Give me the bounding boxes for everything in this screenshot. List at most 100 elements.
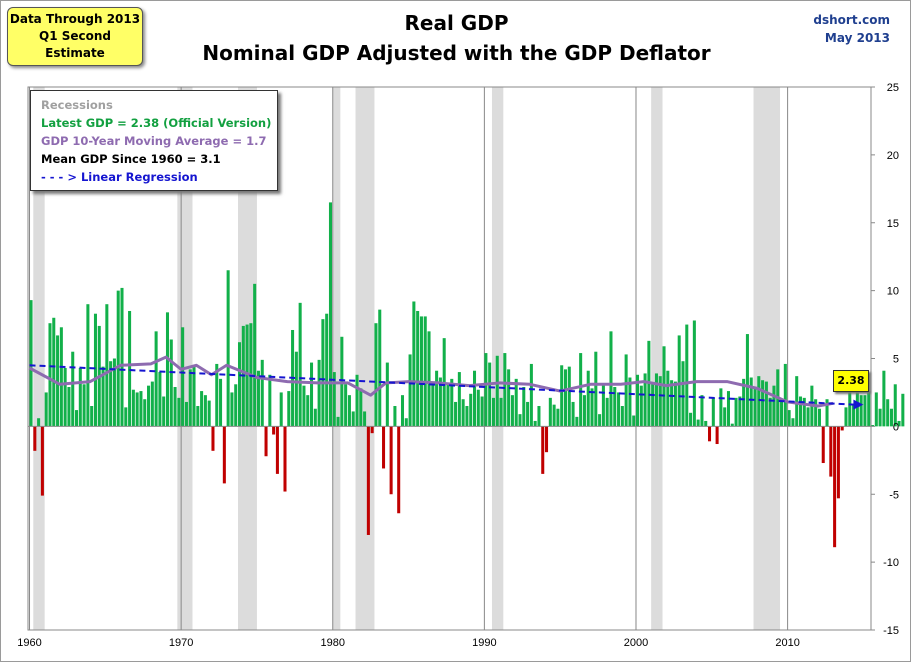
gdp-bar — [90, 406, 94, 427]
gdp-bar — [450, 378, 454, 427]
y-tick-label: -5 — [889, 489, 899, 501]
gdp-bar — [700, 395, 704, 427]
gdp-bar — [438, 377, 442, 427]
y-tick-label: 20 — [887, 150, 899, 162]
gdp-bar — [582, 395, 586, 427]
gdp-bar — [658, 376, 662, 427]
gdp-bar — [124, 407, 128, 427]
gdp-bar — [355, 374, 359, 427]
gdp-bar — [234, 384, 238, 427]
gdp-bar — [855, 392, 859, 427]
y-tick-label: 15 — [887, 218, 899, 230]
gdp-bar — [579, 353, 583, 427]
gdp-bar — [533, 420, 537, 427]
gdp-bar — [780, 399, 784, 427]
x-tick-label: 2010 — [775, 637, 799, 649]
gdp-bar — [666, 370, 670, 427]
gdp-bar — [147, 385, 151, 427]
note-line-1: Data Through 2013 — [9, 12, 141, 26]
gdp-bar — [598, 414, 602, 427]
gdp-bar — [275, 426, 279, 474]
gdp-bar — [370, 426, 374, 434]
gdp-bar — [708, 426, 712, 442]
gdp-bar — [374, 323, 378, 427]
x-tick-label: 1990 — [472, 637, 496, 649]
gdp-bar — [745, 334, 749, 427]
gdp-bar — [408, 354, 412, 427]
gdp-bar — [632, 415, 636, 427]
gdp-bar — [177, 397, 181, 427]
gdp-bar — [465, 406, 469, 427]
gdp-bar — [829, 426, 833, 477]
gdp-bar — [863, 395, 867, 427]
x-tick-label: 1980 — [321, 637, 345, 649]
gdp-bar — [400, 395, 405, 427]
gdp-bar — [143, 399, 147, 427]
gdp-bar — [738, 396, 742, 427]
gdp-bar — [753, 387, 757, 427]
gdp-bar — [116, 290, 120, 427]
gdp-bar — [287, 391, 291, 427]
gdp-bar — [150, 381, 154, 427]
gdp-bar — [48, 323, 52, 427]
gdp-bar — [836, 426, 840, 499]
gdp-bar — [783, 363, 787, 427]
gdp-bar — [162, 396, 166, 427]
gdp-bar — [200, 391, 204, 427]
gdp-bar — [548, 397, 552, 427]
gdp-bar — [844, 407, 848, 427]
credit-date: May 2013 — [824, 31, 890, 45]
gdp-bar — [545, 426, 549, 453]
gdp-bar — [791, 418, 795, 427]
recession-band-6 — [651, 87, 663, 630]
gdp-bar — [207, 400, 211, 427]
gdp-bar — [71, 351, 75, 427]
gdp-bar — [601, 384, 605, 427]
gdp-bar — [86, 304, 90, 427]
gdp-bar — [613, 387, 617, 427]
gdp-bar — [158, 372, 162, 427]
gdp-bar — [385, 362, 389, 427]
y-tick-label: 0 — [893, 421, 899, 433]
gdp-bar — [302, 385, 306, 427]
gdp-bar — [711, 397, 715, 427]
legend-moving-average: GDP 10-Year Moving Average = 1.7 — [41, 134, 267, 148]
gdp-bar — [105, 304, 109, 427]
gdp-bar — [628, 377, 632, 427]
gdp-bar — [673, 381, 677, 427]
gdp-bar — [552, 404, 556, 427]
gdp-bar — [139, 391, 143, 427]
gdp-bar — [454, 401, 458, 427]
gdp-bar — [556, 408, 560, 427]
gdp-bar — [704, 420, 708, 427]
gdp-bar — [211, 426, 215, 451]
gdp-bar — [715, 426, 719, 445]
gdp-bar — [457, 372, 461, 427]
chart-subtitle: Nominal GDP Adjusted with the GDP Deflat… — [202, 41, 711, 65]
gdp-bar — [78, 368, 82, 427]
gdp-bar — [435, 370, 439, 427]
gdp-bar — [480, 396, 484, 427]
gdp-bar — [510, 395, 514, 427]
gdp-bar — [169, 339, 173, 427]
gdp-bar — [469, 393, 473, 427]
gdp-bar — [75, 410, 79, 427]
gdp-bar — [609, 331, 613, 427]
gdp-bar — [419, 316, 423, 427]
gdp-bar — [245, 324, 249, 427]
gdp-bar — [692, 320, 696, 427]
gdp-bar — [764, 381, 768, 427]
gdp-bar — [795, 376, 799, 427]
gdp-bar — [184, 401, 188, 427]
gdp-bar — [173, 387, 177, 427]
gdp-bar — [586, 370, 590, 427]
gdp-bar — [279, 392, 283, 427]
gdp-bar — [237, 342, 242, 427]
gdp-bar — [264, 426, 268, 457]
gdp-bar — [473, 370, 477, 427]
axes: 1960 1970 1980 1990 2000 2010 -15 -10 -5 0 5 10 15 20… — [17, 82, 899, 649]
gdp-bar — [359, 388, 363, 427]
gdp-bar — [40, 426, 44, 496]
gdp-bar — [423, 316, 427, 427]
